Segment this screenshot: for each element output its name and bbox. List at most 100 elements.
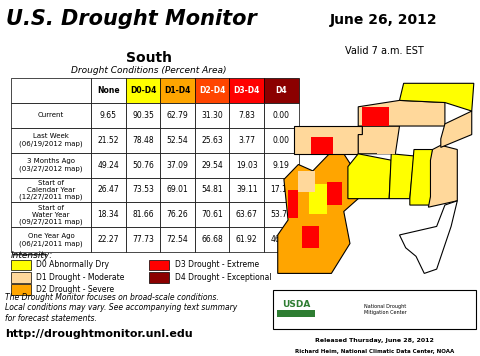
FancyBboxPatch shape [126, 178, 160, 203]
Text: 70.61: 70.61 [201, 210, 223, 220]
Polygon shape [358, 100, 445, 126]
Text: 17.15: 17.15 [270, 185, 292, 194]
Text: 37.09: 37.09 [167, 161, 189, 169]
Text: 9.65: 9.65 [100, 110, 117, 120]
FancyBboxPatch shape [264, 203, 299, 227]
Bar [11, 260, 31, 270]
FancyBboxPatch shape [11, 227, 91, 252]
Text: D4 Drought - Exceptional: D4 Drought - Exceptional [175, 273, 271, 282]
FancyBboxPatch shape [160, 78, 195, 103]
Text: D0 Abnormally Dry: D0 Abnormally Dry [36, 261, 109, 269]
FancyBboxPatch shape [91, 127, 126, 152]
FancyBboxPatch shape [160, 178, 195, 203]
Text: 31.30: 31.30 [201, 110, 223, 120]
Text: D1-D4: D1-D4 [165, 85, 191, 95]
Text: 73.53: 73.53 [132, 185, 154, 194]
Text: 26.47: 26.47 [97, 185, 120, 194]
FancyBboxPatch shape [11, 178, 91, 203]
FancyBboxPatch shape [160, 152, 195, 178]
FancyBboxPatch shape [160, 203, 195, 227]
Text: 22.27: 22.27 [98, 235, 119, 245]
FancyBboxPatch shape [91, 152, 126, 178]
FancyBboxPatch shape [229, 103, 264, 127]
FancyBboxPatch shape [264, 103, 299, 127]
FancyBboxPatch shape [11, 78, 91, 103]
FancyBboxPatch shape [126, 127, 160, 152]
Polygon shape [428, 145, 457, 207]
Text: 21.52: 21.52 [98, 136, 119, 145]
Polygon shape [348, 154, 391, 199]
Text: 53.77: 53.77 [270, 210, 292, 220]
FancyBboxPatch shape [11, 127, 91, 152]
Text: Start of
Water Year
(09/27/2011 map): Start of Water Year (09/27/2011 map) [19, 205, 83, 225]
Text: 39.11: 39.11 [236, 185, 258, 194]
Text: 81.66: 81.66 [132, 210, 154, 220]
Text: D2-D4: D2-D4 [199, 85, 225, 95]
Text: The Drought Monitor focuses on broad-scale conditions.
Local conditions may vary: The Drought Monitor focuses on broad-sca… [5, 293, 238, 323]
Polygon shape [377, 132, 396, 154]
FancyBboxPatch shape [160, 127, 195, 152]
Text: 77.73: 77.73 [132, 235, 154, 245]
FancyBboxPatch shape [126, 78, 160, 103]
Bar [11, 284, 31, 294]
Text: 63.67: 63.67 [236, 210, 258, 220]
Text: 62.79: 62.79 [167, 110, 189, 120]
FancyBboxPatch shape [195, 127, 229, 152]
FancyBboxPatch shape [160, 103, 195, 127]
Polygon shape [302, 226, 319, 248]
FancyBboxPatch shape [126, 103, 160, 127]
FancyBboxPatch shape [160, 227, 195, 252]
FancyBboxPatch shape [11, 203, 91, 227]
Polygon shape [327, 182, 342, 205]
FancyBboxPatch shape [264, 127, 299, 152]
FancyBboxPatch shape [126, 227, 160, 252]
FancyBboxPatch shape [195, 227, 229, 252]
FancyBboxPatch shape [91, 78, 126, 103]
Text: 18.34: 18.34 [97, 210, 120, 220]
FancyBboxPatch shape [91, 203, 126, 227]
Text: 66.68: 66.68 [201, 235, 223, 245]
FancyBboxPatch shape [273, 290, 476, 329]
Text: D1 Drought - Moderate: D1 Drought - Moderate [36, 273, 125, 282]
FancyBboxPatch shape [195, 178, 229, 203]
FancyBboxPatch shape [229, 227, 264, 252]
FancyBboxPatch shape [264, 78, 299, 103]
FancyBboxPatch shape [229, 203, 264, 227]
Text: D3-D4: D3-D4 [234, 85, 260, 95]
Text: 0.00: 0.00 [273, 110, 290, 120]
Polygon shape [362, 107, 389, 126]
FancyBboxPatch shape [229, 127, 264, 152]
Polygon shape [288, 190, 299, 218]
FancyBboxPatch shape [229, 152, 264, 178]
Text: 69.01: 69.01 [167, 185, 189, 194]
Text: U.S. Drought Monitor: U.S. Drought Monitor [6, 9, 257, 30]
FancyBboxPatch shape [229, 78, 264, 103]
Bar [149, 260, 169, 270]
Bar [277, 310, 315, 317]
Text: Drought Conditions (Percent Area): Drought Conditions (Percent Area) [71, 66, 227, 75]
Text: 50.76: 50.76 [132, 161, 154, 169]
Text: 76.26: 76.26 [167, 210, 189, 220]
Text: 0.00: 0.00 [273, 136, 290, 145]
Text: One Year Ago
(06/21/2011 map): One Year Ago (06/21/2011 map) [19, 233, 83, 247]
Text: Last Week
(06/19/2012 map): Last Week (06/19/2012 map) [19, 133, 83, 147]
Text: 61.92: 61.92 [236, 235, 258, 245]
Text: 29.54: 29.54 [201, 161, 223, 169]
FancyBboxPatch shape [229, 178, 264, 203]
Text: Start of
Calendar Year
(12/27/2011 map): Start of Calendar Year (12/27/2011 map) [19, 180, 83, 200]
FancyBboxPatch shape [195, 203, 229, 227]
Polygon shape [299, 171, 315, 192]
FancyBboxPatch shape [11, 103, 91, 127]
Text: 52.54: 52.54 [167, 136, 189, 145]
Text: 90.35: 90.35 [132, 110, 154, 120]
Polygon shape [311, 137, 334, 154]
Text: Intensity:: Intensity: [11, 251, 53, 260]
Text: http://droughtmonitor.unl.edu: http://droughtmonitor.unl.edu [5, 329, 193, 339]
Text: 9.19: 9.19 [273, 161, 290, 169]
Text: Valid 7 a.m. EST: Valid 7 a.m. EST [345, 46, 423, 56]
FancyBboxPatch shape [91, 227, 126, 252]
Bar [149, 272, 169, 283]
Text: 54.81: 54.81 [201, 185, 223, 194]
Polygon shape [309, 184, 327, 214]
Polygon shape [389, 154, 414, 199]
